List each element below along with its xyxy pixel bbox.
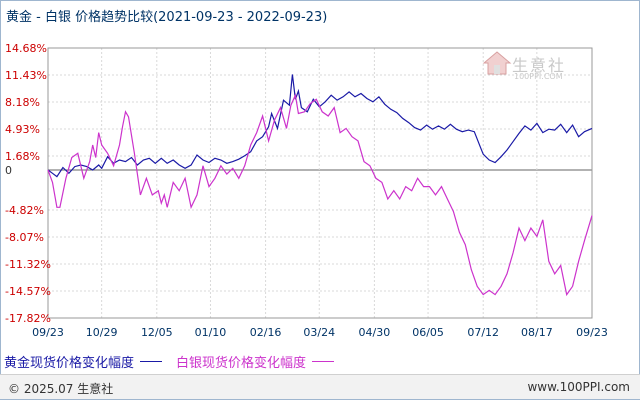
x-tick-label: 09/23 xyxy=(32,326,64,339)
x-tick-label: 09/23 xyxy=(576,326,608,339)
x-tick-label: 01/10 xyxy=(195,326,227,339)
legend: 黄金现货价格变化幅度 白银现货价格变化幅度 xyxy=(4,352,348,371)
y-tick-label: -8.07% xyxy=(5,231,44,244)
watermark-text: 生意社 xyxy=(512,56,567,75)
y-tick-label: 8.18% xyxy=(5,96,40,109)
footer-copyright: © 2025.07 生意社 xyxy=(8,382,114,396)
y-tick-label: 4.93% xyxy=(5,123,40,136)
series-lines xyxy=(47,74,593,297)
x-tick-label: 03/24 xyxy=(303,326,335,339)
grid-lines xyxy=(48,48,592,318)
x-tick-label: 07/12 xyxy=(467,326,499,339)
watermark: 生意社 100PPI.COM xyxy=(482,50,582,86)
footer: © 2025.07 生意社 www.100PPI.com xyxy=(0,374,640,399)
x-tick-label: 10/29 xyxy=(86,326,118,339)
y-tick-label: -4.82% xyxy=(5,204,44,217)
y-tick-label: 0 xyxy=(5,164,12,177)
y-tick-label: -17.82% xyxy=(5,312,51,325)
legend-item-silver: 白银现货价格变化幅度 xyxy=(176,352,335,371)
x-tick-label: 06/05 xyxy=(412,326,444,339)
x-tick-label: 04/30 xyxy=(359,326,391,339)
x-tick-label: 12/05 xyxy=(141,326,173,339)
y-tick-labels: 14.68% 11.43% 8.18% 4.93% 1.68%0 -4.82% -8.07%… xyxy=(5,42,51,325)
plot-border xyxy=(47,47,593,319)
x-tick-label: 08/17 xyxy=(521,326,553,339)
y-tick-label: 11.43% xyxy=(5,69,47,82)
chart-title: 黄金 - 白银 价格趋势比较(2021-09-23 - 2022-09-23) xyxy=(6,10,328,25)
legend-swatch-silver xyxy=(312,360,335,362)
y-tick-label: -11.32% xyxy=(5,258,51,271)
legend-swatch-gold xyxy=(140,360,163,362)
x-tick-label: 02/16 xyxy=(250,326,282,339)
y-tick-label: 14.68% xyxy=(5,42,47,55)
axes xyxy=(47,47,593,319)
silver-series-line xyxy=(47,93,593,297)
footer-site-link[interactable]: www.100PPI.com xyxy=(527,380,630,394)
house-logo-icon xyxy=(482,51,512,75)
legend-item-gold: 黄金现货价格变化幅度 xyxy=(4,352,163,371)
watermark-subtext: 100PPI.COM xyxy=(514,72,563,81)
legend-label-silver: 白银现货价格变化幅度 xyxy=(176,355,307,371)
legend-label-gold: 黄金现货价格变化幅度 xyxy=(4,355,135,371)
y-tick-label: 1.68% xyxy=(5,150,40,163)
x-tick-labels: 09/23 10/29 12/05 01/10 02/16 03/24 04/30 06/05… xyxy=(32,326,608,339)
y-tick-label: -14.57% xyxy=(5,285,51,298)
